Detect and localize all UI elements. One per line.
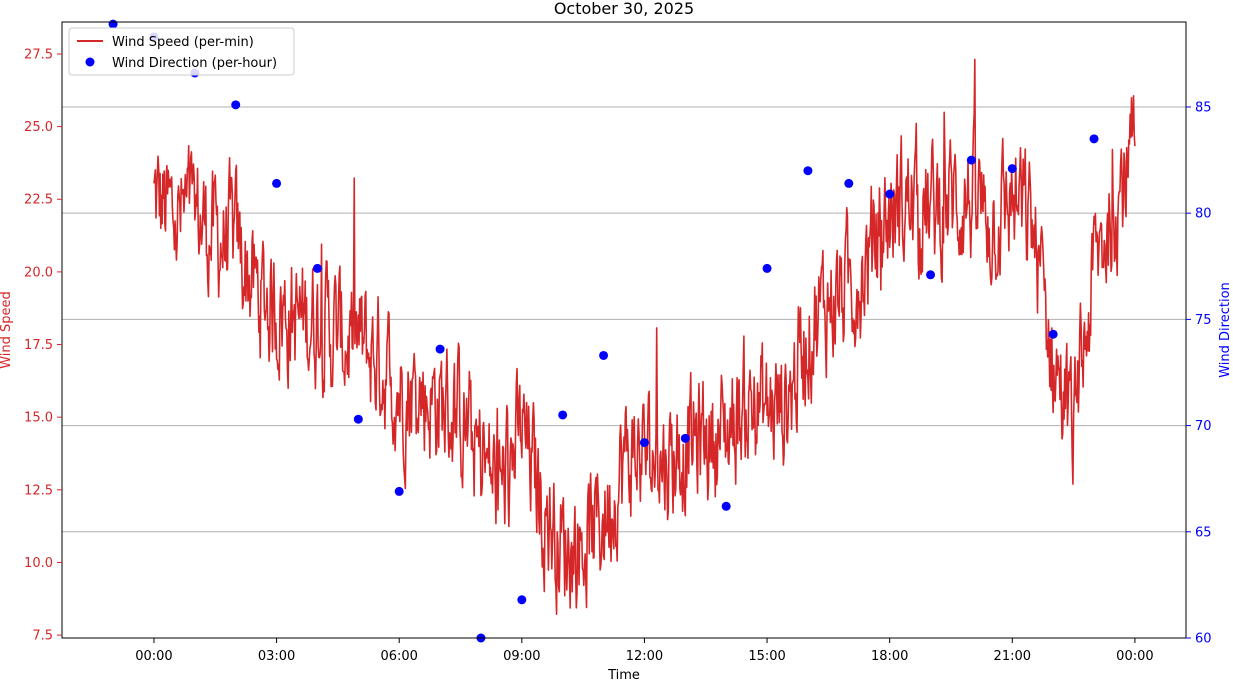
wind-direction-point [558, 410, 567, 419]
wind-direction-point [395, 487, 404, 496]
y-left-tick-label: 22.5 [24, 193, 53, 208]
wind-direction-point [885, 190, 894, 199]
x-tick-label: 15:00 [748, 649, 785, 664]
plot-frame [62, 22, 1186, 638]
y-right-tick-label: 80 [1195, 207, 1212, 222]
y-right-tick-label: 75 [1195, 313, 1212, 328]
y-right-tick-label: 85 [1195, 100, 1212, 115]
legend-entry-wind-direction: Wind Direction (per-hour) [112, 56, 277, 71]
wind-direction-point [967, 156, 976, 165]
wind-direction-point [517, 595, 526, 604]
legend-dot-swatch [86, 58, 95, 67]
x-tick-label: 18:00 [871, 649, 908, 664]
x-axis-label: Time [607, 668, 640, 682]
wind-speed-line [154, 59, 1135, 614]
wind-direction-point [926, 270, 935, 279]
y-left-tick-label: 7.5 [32, 629, 53, 644]
wind-direction-point [640, 438, 649, 447]
legend: Wind Speed (per-min) Wind Direction (per… [69, 28, 294, 75]
wind-direction-point [109, 20, 118, 29]
y-right-axis-label: Wind Direction [1218, 282, 1233, 378]
wind-direction-point [313, 264, 322, 273]
y-left-tick-label: 20.0 [24, 265, 53, 280]
wind-direction-point [681, 434, 690, 443]
wind-direction-point [1008, 164, 1017, 173]
y-left-tick-label: 12.5 [24, 483, 53, 498]
x-tick-label: 09:00 [503, 649, 540, 664]
y-left-tick-label: 10.0 [24, 556, 53, 571]
y-right-tick-label: 60 [1195, 632, 1212, 647]
wind-direction-point [436, 345, 445, 354]
chart-title: October 30, 2025 [554, 0, 694, 18]
wind-direction-point [272, 179, 281, 188]
wind-direction-point [722, 502, 731, 511]
wind-direction-point [1090, 134, 1099, 143]
y-left-tick-label: 15.0 [24, 411, 53, 426]
y-left-axis-label: Wind Speed [0, 291, 14, 369]
x-tick-label: 06:00 [380, 649, 417, 664]
x-tick-label: 21:00 [994, 649, 1031, 664]
y-left-axis-ticks: 7.5 10.0 12.5 15.0 17.5 20.0 22.5 25.0 27.5 [24, 47, 62, 643]
y-right-tick-label: 70 [1195, 419, 1212, 434]
wind-direction-point [231, 100, 240, 109]
y-left-tick-label: 17.5 [24, 338, 53, 353]
wind-direction-point [354, 415, 363, 424]
x-tick-label: 00:00 [135, 649, 172, 664]
y-left-tick-label: 27.5 [24, 47, 53, 62]
x-tick-label: 03:00 [258, 649, 295, 664]
x-tick-label: 00:00 [1116, 649, 1153, 664]
wind-direction-point [803, 166, 812, 175]
wind-direction-point [599, 351, 608, 360]
legend-entry-wind-speed: Wind Speed (per-min) [112, 35, 254, 50]
y-right-axis-ticks: 60 65 70 75 80 85 [1186, 100, 1212, 646]
x-axis-ticks: 00:00 03:00 06:00 09:00 12:00 15:00 18:00 21:00… [135, 638, 1153, 664]
wind-direction-point [844, 179, 853, 188]
wind-direction-point [1049, 330, 1058, 339]
x-tick-label: 12:00 [626, 649, 663, 664]
wind-direction-point [763, 264, 772, 273]
y-left-tick-label: 25.0 [24, 120, 53, 135]
wind-speed-series [154, 59, 1135, 614]
y-right-tick-label: 65 [1195, 525, 1212, 540]
